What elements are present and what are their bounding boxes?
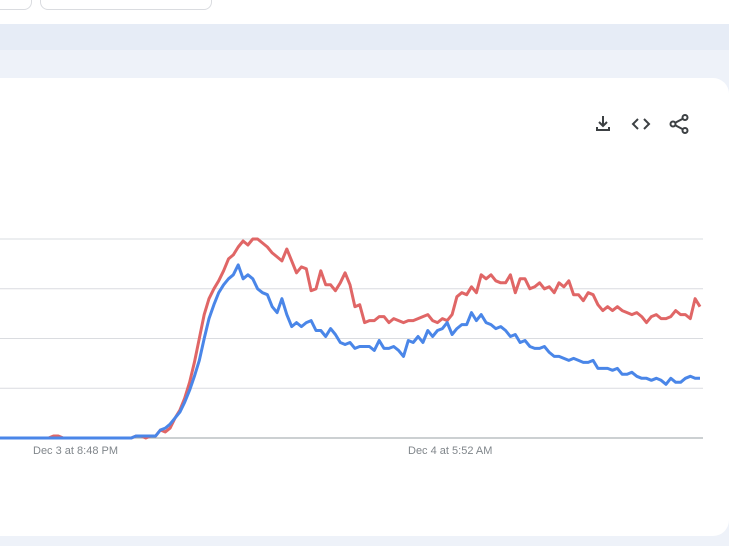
chart-toolbar (590, 113, 692, 135)
top-control-field[interactable] (40, 0, 212, 10)
x-tick-label: Dec 4 at 5:52 AM (408, 445, 492, 457)
chart-series (0, 237, 702, 440)
download-icon[interactable] (590, 113, 616, 135)
line-chart: Dec 3 at 8:48 PM Dec 4 at 5:52 AM (0, 237, 703, 457)
series-line-2 (0, 263, 700, 440)
top-strip (0, 0, 729, 24)
top-control-left[interactable] (0, 0, 32, 10)
x-tick-label: Dec 3 at 8:48 PM (33, 445, 118, 457)
embed-code-icon[interactable] (628, 113, 654, 135)
section-band (0, 24, 729, 50)
share-icon[interactable] (666, 113, 692, 135)
x-axis-tick-labels: Dec 3 at 8:48 PM Dec 4 at 5:52 AM (33, 445, 492, 457)
